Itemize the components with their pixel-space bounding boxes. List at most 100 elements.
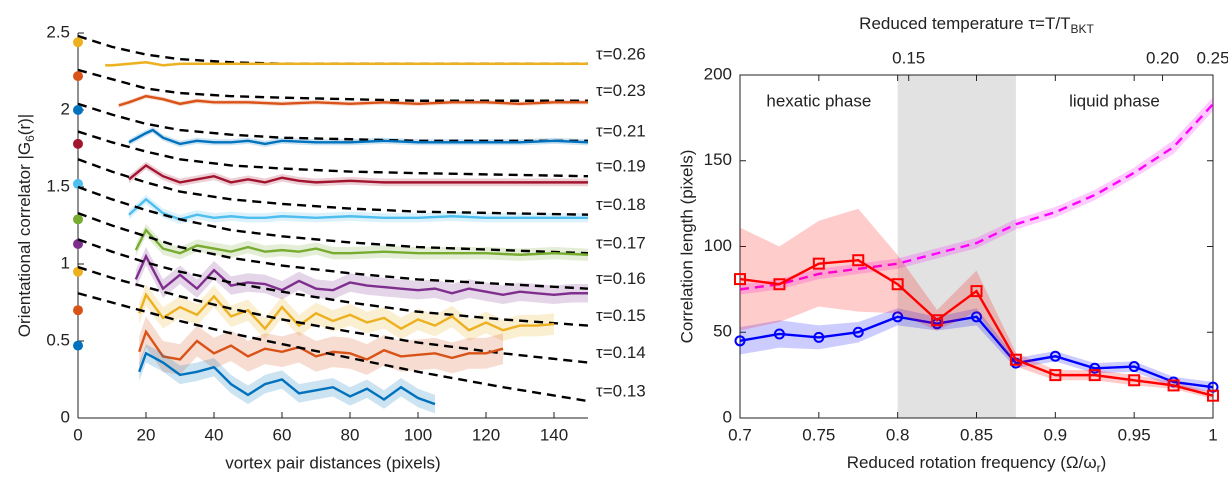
intercept-dot — [73, 305, 83, 316]
x2-axis-label: Reduced temperature τ=T/TBKT — [859, 14, 1094, 36]
y-tick-label: 0 — [61, 407, 70, 426]
intercept-dot — [73, 266, 83, 277]
marker — [971, 311, 982, 323]
x2-tick-label: 0.20 — [1146, 48, 1179, 67]
marker — [1088, 369, 1101, 382]
marker — [773, 278, 786, 291]
y-tick-label: 0 — [723, 407, 732, 426]
series-line — [128, 128, 589, 146]
label-part: Reduced rotation frequency (Ω/ω — [847, 453, 1097, 472]
label-part: BKT — [1070, 22, 1094, 36]
y-tick-label: 2.5 — [46, 22, 70, 41]
y-tick-label: 1.5 — [46, 176, 70, 195]
intercept-dot — [73, 178, 83, 189]
marker — [1128, 361, 1140, 373]
x-tick-label: 100 — [404, 425, 432, 444]
x-tick-label: 60 — [273, 425, 292, 444]
fit-line — [77, 158, 589, 216]
marker — [931, 314, 944, 327]
label-part: (r)| — [15, 114, 34, 135]
marker — [1089, 362, 1101, 374]
phase-label: liquid phase — [1069, 91, 1160, 110]
x-tick-label: 140 — [540, 425, 568, 444]
x-tick-label: 0.7 — [728, 425, 752, 444]
marker — [1167, 379, 1180, 392]
intercept-dot — [73, 37, 83, 48]
marker — [1049, 350, 1061, 362]
series-label: τ=0.19 — [596, 157, 646, 176]
series-line — [105, 61, 588, 67]
intercept-dot — [73, 340, 83, 351]
series-label: τ=0.14 — [596, 343, 646, 362]
x-tick-label: 0.75 — [802, 425, 835, 444]
fit-line — [77, 68, 588, 102]
series-label: τ=0.17 — [596, 234, 646, 253]
marker — [734, 335, 746, 347]
x-tick-label: 1 — [1208, 425, 1217, 444]
fit-line — [77, 265, 589, 364]
y-tick-label: 50 — [713, 322, 732, 341]
error-band — [740, 308, 1213, 393]
x-tick-label: 40 — [205, 425, 224, 444]
label-part: Orientational correlator |G — [15, 142, 34, 337]
series-line — [128, 163, 588, 184]
series-line — [134, 228, 589, 256]
series-line — [739, 258, 1214, 397]
y-tick-label: 200 — [704, 64, 732, 83]
phase-label: hexatic phase — [766, 91, 871, 110]
marker — [1009, 353, 1022, 366]
marker — [892, 311, 904, 323]
label-part: Reduced temperature τ=T/T — [859, 14, 1070, 33]
fit-line — [77, 185, 589, 255]
series-line — [134, 253, 588, 297]
intercept-dot — [73, 214, 83, 225]
marker — [812, 257, 825, 270]
intercept-dot — [73, 71, 83, 82]
series-label: τ=0.26 — [596, 44, 646, 63]
fit-line — [77, 130, 589, 178]
x-tick-label: 0 — [73, 425, 82, 444]
series-line — [118, 94, 588, 107]
marker — [891, 278, 904, 291]
marker — [970, 285, 983, 298]
intercept-dot — [73, 138, 83, 149]
marker — [773, 328, 785, 340]
phase-region — [897, 75, 1016, 418]
y-tick-label: 1 — [61, 253, 70, 272]
label-part: ) — [1101, 453, 1107, 472]
fit-line — [77, 292, 589, 403]
marker — [1049, 369, 1062, 382]
plot-box — [739, 74, 1214, 419]
marker — [813, 331, 825, 343]
x-tick-label: 0.95 — [1118, 425, 1151, 444]
series-label: τ=0.16 — [596, 269, 646, 288]
series-line — [739, 103, 1214, 291]
series-line — [739, 315, 1214, 389]
x-axis-label: Reduced rotation frequency (Ω/ωr) — [847, 453, 1107, 475]
label-part: r — [1097, 461, 1101, 475]
label-part: 6 — [23, 135, 37, 142]
error-band — [740, 208, 1213, 400]
x-axis-label: vortex pair distances (pixels) — [225, 453, 440, 472]
fit-line — [77, 212, 589, 290]
intercept-dot — [73, 105, 83, 115]
x-tick-label: 120 — [472, 425, 500, 444]
x-tick-label: 80 — [341, 425, 360, 444]
error-band — [139, 284, 554, 341]
x2-tick-label: 0.15 — [892, 48, 925, 67]
error-band — [139, 316, 503, 375]
error-band — [129, 126, 588, 147]
x-tick-label: 0.9 — [1044, 425, 1068, 444]
x2-tick-label: 0.25 — [1196, 48, 1228, 67]
series-label: τ=0.23 — [596, 81, 646, 100]
y-tick-label: 100 — [704, 236, 732, 255]
marker — [1207, 389, 1219, 402]
y-tick-label: 0.5 — [46, 330, 70, 349]
series-label: τ=0.21 — [596, 121, 646, 140]
y-tick-label: 2 — [61, 99, 70, 118]
marker — [852, 254, 865, 267]
y-tick-label: 150 — [704, 150, 732, 169]
marker — [1128, 374, 1141, 387]
x-tick-label: 0.85 — [960, 425, 993, 444]
